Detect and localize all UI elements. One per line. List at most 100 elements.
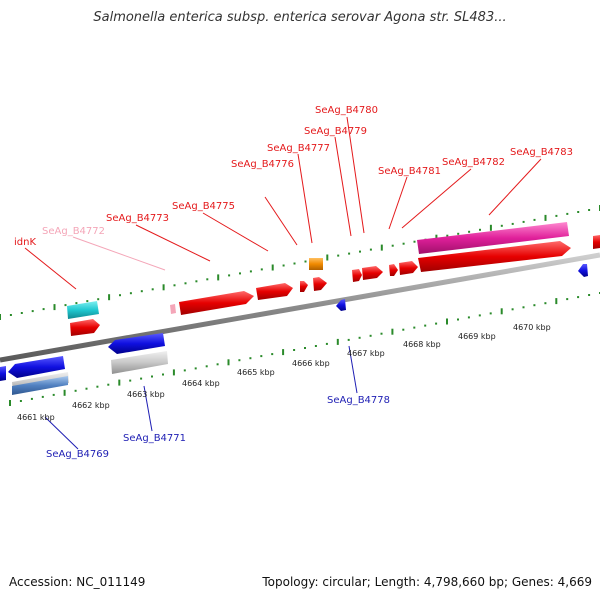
genome-backbone bbox=[0, 252, 600, 363]
minor-tick bbox=[325, 342, 328, 345]
gene-SeAg_B4777-orange[interactable] bbox=[309, 258, 323, 270]
ruler-label-4664: 4664 kbp bbox=[182, 379, 220, 388]
gene-SeAg_B4776[interactable] bbox=[300, 281, 308, 292]
minor-tick bbox=[500, 224, 503, 227]
minor-tick bbox=[446, 234, 449, 237]
minor-tick bbox=[119, 294, 121, 297]
ruler-label-4669: 4669 kbp bbox=[458, 332, 496, 341]
gene-SeAg_B4782[interactable] bbox=[399, 261, 418, 275]
reverse-gene-labels: SeAg_B4769 SeAg_B4771 SeAg_B4778 bbox=[46, 395, 390, 460]
minor-tick bbox=[194, 367, 197, 370]
minor-tick bbox=[75, 302, 78, 305]
major-tick bbox=[108, 294, 111, 301]
gene-SeAg_B4772[interactable] bbox=[170, 304, 176, 314]
minor-tick bbox=[184, 282, 187, 285]
minor-tick bbox=[30, 397, 33, 400]
label-SeAg_B4779[interactable]: SeAg_B4779 bbox=[304, 126, 367, 137]
minor-tick bbox=[304, 260, 307, 263]
minor-tick bbox=[577, 296, 580, 299]
label-SeAg_B4777[interactable]: SeAg_B4777 bbox=[267, 143, 330, 154]
lower-minor-ticks bbox=[19, 292, 600, 402]
gene-SeAg_B4783-upper[interactable] bbox=[418, 241, 571, 272]
label-SeAg_B4771[interactable]: SeAg_B4771 bbox=[123, 433, 186, 444]
major-tick bbox=[217, 274, 220, 281]
gene-SeAg_B4778[interactable] bbox=[336, 299, 346, 311]
gene-SeAg_B4783[interactable] bbox=[417, 222, 569, 254]
label-SeAg_B4776[interactable]: SeAg_B4776 bbox=[231, 159, 294, 170]
minor-tick bbox=[85, 387, 88, 390]
gene-SeAg_B4771-grey[interactable] bbox=[111, 351, 168, 374]
leader-SeAg_B4782 bbox=[401, 168, 472, 229]
gene-SeAg_B4773[interactable] bbox=[179, 291, 254, 315]
label-SeAg_B4772[interactable]: SeAg_B4772 bbox=[42, 226, 105, 237]
label-SeAg_B4773[interactable]: SeAg_B4773 bbox=[106, 213, 169, 224]
major-tick bbox=[227, 359, 230, 366]
forward-inner-track bbox=[67, 258, 418, 336]
gene-SeAg_B4775[interactable] bbox=[256, 283, 293, 300]
minor-tick bbox=[140, 290, 143, 293]
gene-idnK-cyan[interactable] bbox=[67, 301, 99, 319]
major-tick bbox=[271, 264, 274, 271]
minor-tick bbox=[96, 385, 99, 388]
minor-tick bbox=[260, 268, 263, 271]
gene-SeAg_B4777[interactable] bbox=[313, 277, 327, 291]
gene-right-edge[interactable] bbox=[593, 235, 600, 249]
label-SeAg_B4769[interactable]: SeAg_B4769 bbox=[46, 449, 109, 460]
leader-SeAg_B4775 bbox=[202, 212, 269, 252]
forward-gene-labels: idnK SeAg_B4772 SeAg_B4773 SeAg_B4775 Se… bbox=[14, 105, 573, 248]
minor-tick bbox=[228, 274, 231, 277]
gene-idnK[interactable] bbox=[70, 319, 100, 336]
minor-tick bbox=[479, 228, 481, 231]
reverse-track bbox=[0, 264, 588, 395]
minor-tick bbox=[183, 369, 186, 372]
minor-tick bbox=[41, 395, 44, 398]
gene-SeAg_B4771[interactable] bbox=[108, 333, 165, 354]
gene-SeAg_B4781[interactable] bbox=[389, 264, 398, 276]
minor-tick bbox=[151, 288, 154, 291]
minor-tick bbox=[304, 347, 306, 349]
gene-left-edge[interactable] bbox=[0, 366, 6, 381]
label-SeAg_B4778[interactable]: SeAg_B4778 bbox=[327, 395, 390, 406]
gene-SeAg_B4769-steel[interactable] bbox=[12, 376, 68, 395]
gene-SeAg_B4779[interactable] bbox=[352, 269, 362, 282]
minor-tick bbox=[107, 383, 110, 386]
minor-tick bbox=[348, 252, 351, 255]
minor-tick bbox=[457, 232, 460, 235]
major-tick bbox=[336, 338, 339, 345]
label-SeAg_B4782[interactable]: SeAg_B4782 bbox=[442, 157, 505, 168]
minor-tick bbox=[162, 373, 164, 376]
lower-tick-ring bbox=[9, 292, 600, 406]
major-tick bbox=[172, 369, 175, 376]
label-idnK[interactable]: idnK bbox=[14, 237, 36, 248]
minor-tick bbox=[74, 389, 77, 392]
label-SeAg_B4775[interactable]: SeAg_B4775 bbox=[172, 201, 235, 212]
ruler-label-4670: 4670 kbp bbox=[513, 323, 551, 332]
major-tick bbox=[391, 328, 394, 335]
gene-right-reverse[interactable] bbox=[578, 264, 588, 277]
minor-tick bbox=[238, 359, 241, 362]
major-tick bbox=[118, 379, 121, 386]
major-tick bbox=[0, 314, 1, 320]
minor-tick bbox=[533, 218, 536, 221]
minor-tick bbox=[402, 242, 405, 245]
minor-tick bbox=[239, 272, 241, 275]
major-tick bbox=[446, 318, 448, 325]
minor-tick bbox=[151, 375, 153, 378]
minor-tick bbox=[468, 230, 471, 233]
label-SeAg_B4781[interactable]: SeAg_B4781 bbox=[378, 166, 441, 177]
minor-tick bbox=[9, 314, 12, 316]
label-SeAg_B4783[interactable]: SeAg_B4783 bbox=[510, 147, 573, 158]
gene-SeAg_B4769[interactable] bbox=[8, 356, 65, 378]
minor-tick bbox=[413, 326, 416, 329]
minor-tick bbox=[86, 300, 89, 303]
minor-tick bbox=[478, 314, 481, 317]
gene-SeAg_B4780[interactable] bbox=[362, 266, 383, 280]
major-tick bbox=[500, 308, 503, 315]
minor-tick bbox=[457, 318, 459, 321]
minor-tick bbox=[358, 336, 361, 339]
minor-tick bbox=[314, 345, 317, 347]
label-SeAg_B4780[interactable]: SeAg_B4780 bbox=[315, 105, 378, 116]
minor-tick bbox=[337, 254, 340, 257]
ruler-label-4662: 4662 kbp bbox=[72, 401, 110, 410]
